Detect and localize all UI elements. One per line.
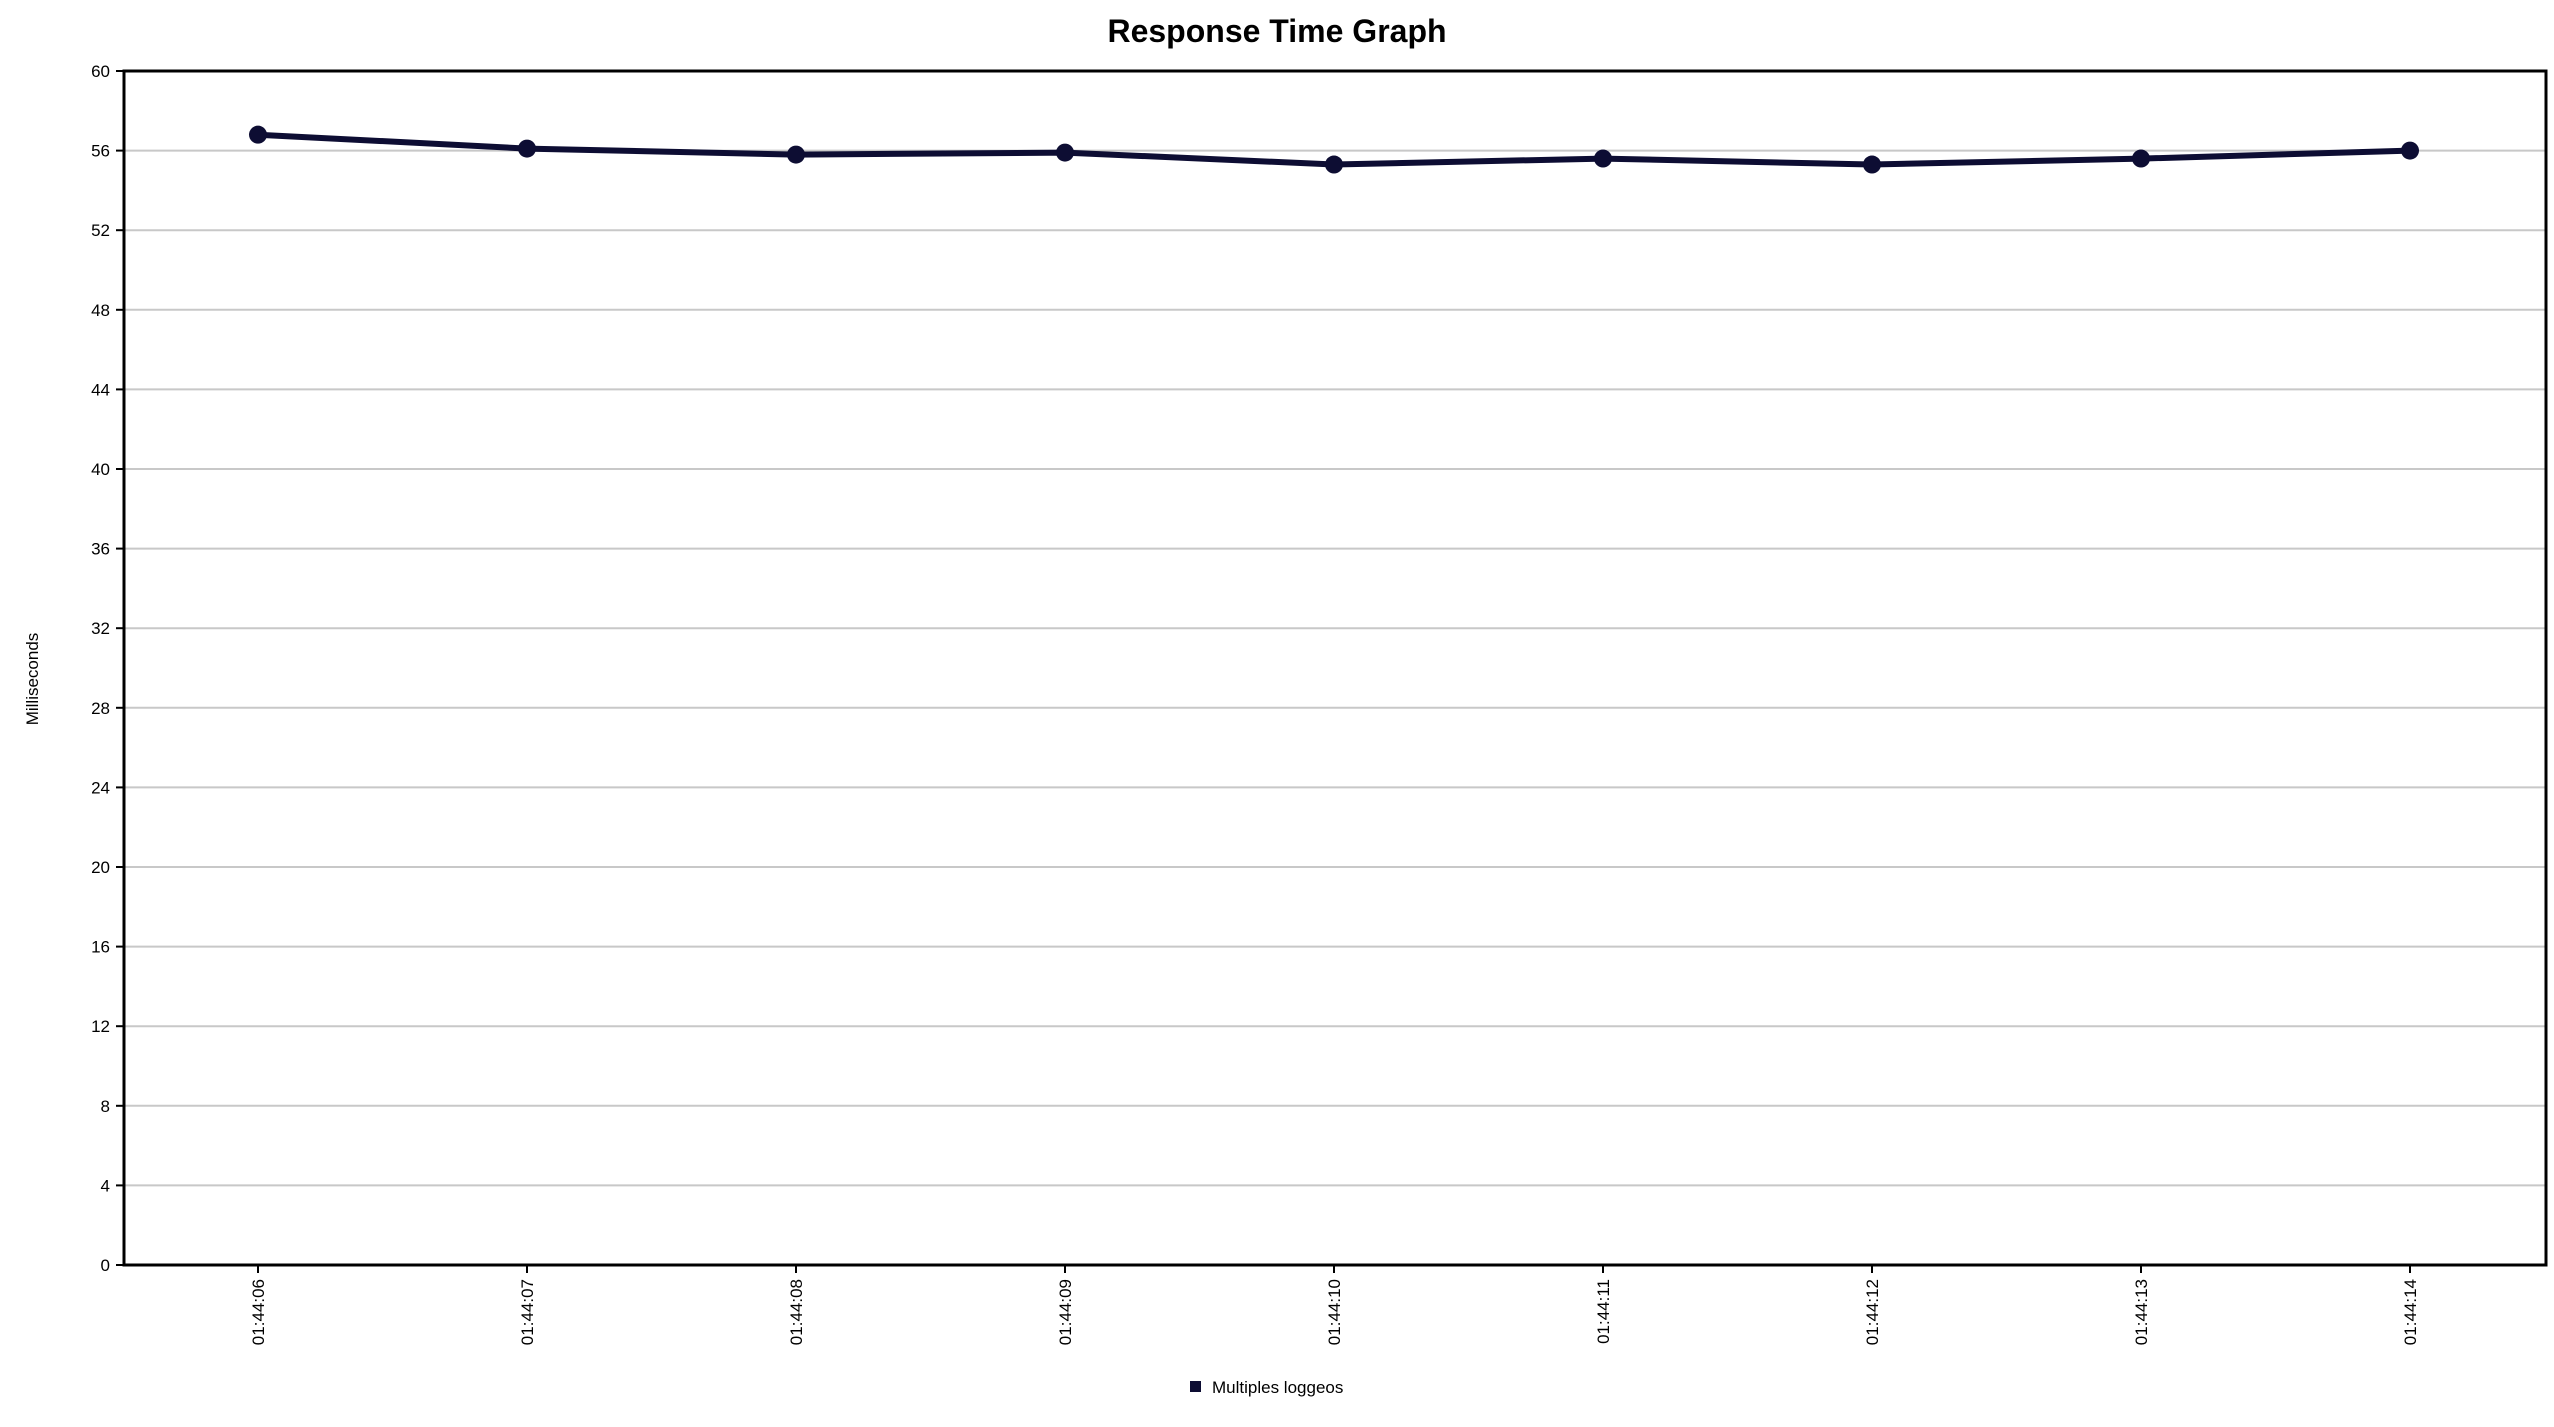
y-tick-label: 16 <box>91 938 110 957</box>
data-point <box>249 125 267 144</box>
y-tick-label: 60 <box>91 62 110 81</box>
y-tick-label: 0 <box>101 1256 110 1275</box>
y-tick-label: 52 <box>91 221 110 240</box>
grid-layer <box>124 149 2546 1187</box>
y-tick-label: 56 <box>91 142 110 161</box>
y-tick-label: 40 <box>91 460 110 479</box>
y-tick-label: 24 <box>91 778 110 797</box>
y-tick-label: 4 <box>101 1176 110 1195</box>
x-tick-label: 01:44:11 <box>1594 1279 1613 1344</box>
data-point <box>1594 149 1612 168</box>
data-point <box>2401 141 2419 160</box>
x-tick-label: 01:44:08 <box>787 1279 806 1345</box>
legend: Multiples loggeos <box>1190 1378 1343 1397</box>
data-point <box>1325 155 1343 174</box>
x-tick-label: 01:44:13 <box>2132 1279 2151 1345</box>
x-tick-label: 01:44:07 <box>518 1279 537 1345</box>
y-tick-label: 36 <box>91 540 110 559</box>
legend-label: Multiples loggeos <box>1212 1378 1343 1397</box>
data-point <box>518 139 536 158</box>
data-point <box>2132 149 2150 168</box>
y-tick-label: 48 <box>91 301 110 320</box>
x-tick-label: 01:44:12 <box>1863 1279 1882 1345</box>
y-tick-label: 12 <box>91 1017 110 1036</box>
legend-swatch <box>1190 1381 1201 1392</box>
x-tick-label: 01:44:06 <box>249 1279 268 1345</box>
y-axis-label: Milliseconds <box>23 633 42 726</box>
x-tick-label: 01:44:09 <box>1056 1279 1075 1345</box>
data-point <box>1056 143 1074 162</box>
x-axis-ticks: 01:44:06 01:44:07 01:44:08 01:44:09 01:44:10… <box>249 1265 2420 1345</box>
data-point <box>787 145 805 164</box>
y-tick-label: 28 <box>91 699 110 718</box>
x-tick-label: 01:44:14 <box>2401 1279 2420 1345</box>
y-tick-label: 32 <box>91 619 110 638</box>
y-tick-label: 8 <box>101 1097 110 1116</box>
chart-title: Response Time Graph <box>1107 13 1446 49</box>
y-tick-label: 20 <box>91 858 110 877</box>
x-tick-label: 01:44:10 <box>1325 1279 1344 1345</box>
plot-area-frame <box>122 69 2548 1267</box>
series-layer <box>249 125 2419 174</box>
data-point <box>1863 155 1881 174</box>
y-tick-label: 44 <box>91 380 110 399</box>
